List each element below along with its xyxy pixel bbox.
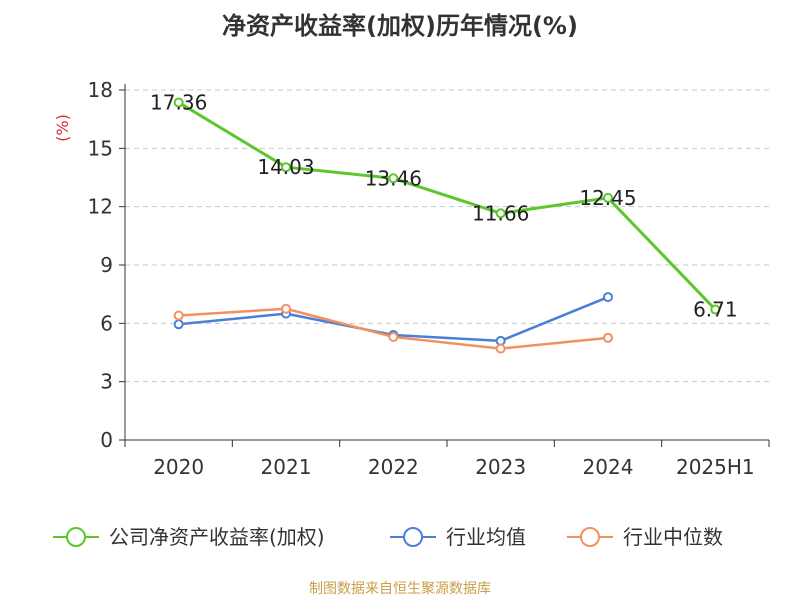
chart-title: 净资产收益率(加权)历年情况(%) <box>222 12 578 40</box>
x-tick-label: 2020 <box>153 455 204 479</box>
y-tick-label: 15 <box>88 136 113 160</box>
x-tick-label: 2021 <box>261 455 312 479</box>
data-point <box>281 162 291 173</box>
data-label: 12.45 <box>579 186 636 210</box>
axes: 0 3 6 9 12 15 18 (%) 2020 2021 2022 2023 2024 2025H1 <box>53 78 770 479</box>
y-axis-label: (%) <box>53 114 72 142</box>
data-label: 13.46 <box>365 166 422 190</box>
data-point <box>388 331 399 342</box>
legend-label: 公司净资产收益率(加权) <box>109 525 325 549</box>
y-tick-label: 0 <box>100 428 113 452</box>
data-point <box>710 304 721 315</box>
series-lines <box>173 97 721 354</box>
data-point <box>388 173 399 184</box>
y-tick-label: 9 <box>100 253 113 277</box>
data-point <box>495 208 506 219</box>
data-point <box>173 310 184 321</box>
x-tick-label: 2022 <box>368 455 419 479</box>
x-tick-label: 2024 <box>583 455 634 479</box>
y-tick-label: 18 <box>88 78 113 102</box>
series-line <box>178 307 609 350</box>
x-tick-label: 2025H1 <box>676 455 755 479</box>
y-tick-label: 12 <box>88 195 113 219</box>
data-point <box>603 292 613 303</box>
legend-label: 行业中位数 <box>623 525 723 549</box>
data-labels: 17.36 14.03 13.46 11.66 12.45 6.71 <box>150 90 738 321</box>
legend-marker <box>403 527 423 547</box>
data-point <box>281 303 291 314</box>
data-label: 11.66 <box>472 201 529 225</box>
data-point <box>173 319 184 330</box>
data-point <box>495 343 506 354</box>
data-point <box>603 332 613 343</box>
data-label: 6.71 <box>693 298 738 322</box>
legend-marker <box>580 527 600 547</box>
legend[interactable]: 公司净资产收益率(加权) 行业均值 行业中位数 <box>53 525 723 549</box>
data-point <box>173 97 184 108</box>
legend-label: 行业均值 <box>446 525 526 549</box>
x-tick-label: 2023 <box>475 455 526 479</box>
y-tick-label: 6 <box>100 311 113 335</box>
data-label: 17.36 <box>150 90 207 114</box>
data-point <box>603 192 613 203</box>
series-line <box>177 101 717 311</box>
y-tick-label: 3 <box>100 370 113 394</box>
data-label: 14.03 <box>257 155 314 179</box>
source-note: 制图数据来自恒生聚源数据库 <box>309 581 491 597</box>
legend-marker <box>66 527 86 547</box>
